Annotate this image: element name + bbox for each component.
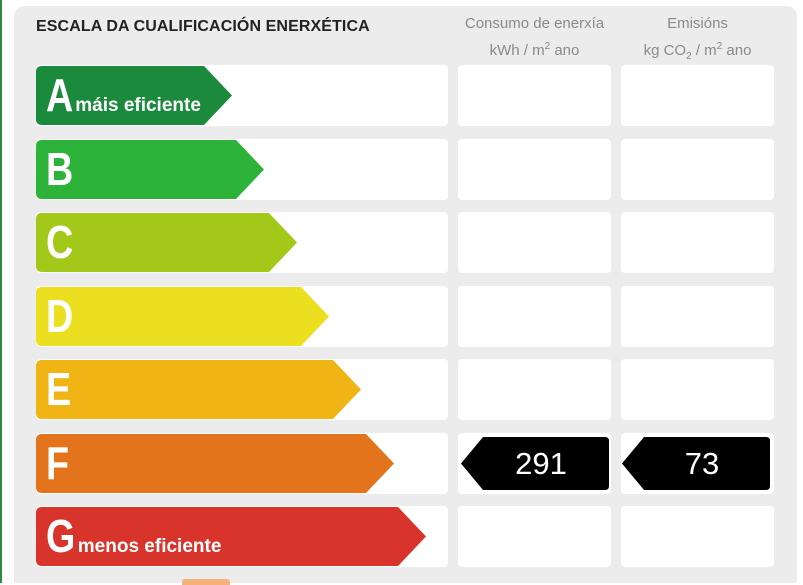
emissions-cell <box>621 506 774 567</box>
label-title: ESCALA DA CUALIFICACIÓN ENERXÉTICA <box>36 18 370 35</box>
rating-row-b: B <box>0 139 803 200</box>
rating-letter: B <box>46 143 74 195</box>
consumption-value: 291 <box>515 446 567 481</box>
consumption-cell <box>458 65 611 126</box>
rating-note: máis eficiente <box>75 94 201 116</box>
rating-arrow-shape <box>36 507 426 566</box>
emissions-header: Emisións kg CO2 / m2 ano <box>621 12 774 68</box>
rating-row-f: F 291 73 <box>0 433 803 494</box>
emissions-value: 73 <box>684 446 720 481</box>
rating-letter: F <box>46 437 70 489</box>
rating-letter: G <box>46 510 76 562</box>
rating-arrow-shape <box>36 434 394 493</box>
rating-letter: D <box>46 290 74 342</box>
emissions-indicator-shape <box>622 437 770 490</box>
emissions-header-unit: kg CO2 / m2 ano <box>643 41 752 62</box>
rating-arrow-shape <box>36 66 232 125</box>
emissions-cell <box>621 212 774 273</box>
emissions-cell <box>621 286 774 347</box>
rating-row-d: D <box>0 286 803 347</box>
consumption-header-unit: kWh / m2 ano <box>489 41 580 59</box>
consumption-cell <box>458 359 611 420</box>
emissions-cell <box>621 65 774 126</box>
consumption-header-title: Consumo de enerxía <box>464 15 605 32</box>
rating-arrow-shape <box>36 140 264 199</box>
rating-arrow-c: C <box>36 213 297 272</box>
consumption-cell <box>458 286 611 347</box>
consumption-cell <box>458 139 611 200</box>
consumption-cell: 291 <box>458 433 611 494</box>
rating-arrow-d: D <box>36 287 329 346</box>
emissions-header-title: Emisións <box>667 15 728 32</box>
consumption-indicator-shape <box>461 437 609 490</box>
emissions-cell <box>621 139 774 200</box>
rating-arrow-b: B <box>36 140 264 199</box>
rating-arrow-e: E <box>36 360 361 419</box>
rating-arrow-shape <box>36 287 329 346</box>
emissions-indicator: 73 <box>622 437 770 490</box>
consumption-header: Consumo de enerxía kWh / m2 ano <box>458 12 611 62</box>
rating-arrow-f: F <box>36 434 394 493</box>
rating-arrow-shape <box>36 360 361 419</box>
consumption-indicator: 291 <box>461 437 609 490</box>
rating-letter: C <box>46 216 74 268</box>
rating-row-c: C <box>0 212 803 273</box>
bottom-tab <box>182 579 230 585</box>
rating-letter: A <box>46 69 74 121</box>
emissions-cell <box>621 359 774 420</box>
rating-row-e: E <box>0 359 803 420</box>
rating-letter: E <box>46 363 72 415</box>
left-border <box>0 0 2 583</box>
rating-note: menos eficiente <box>77 535 222 557</box>
emissions-cell: 73 <box>621 433 774 494</box>
consumption-cell <box>458 212 611 273</box>
rating-arrow-shape <box>36 213 297 272</box>
consumption-cell <box>458 506 611 567</box>
